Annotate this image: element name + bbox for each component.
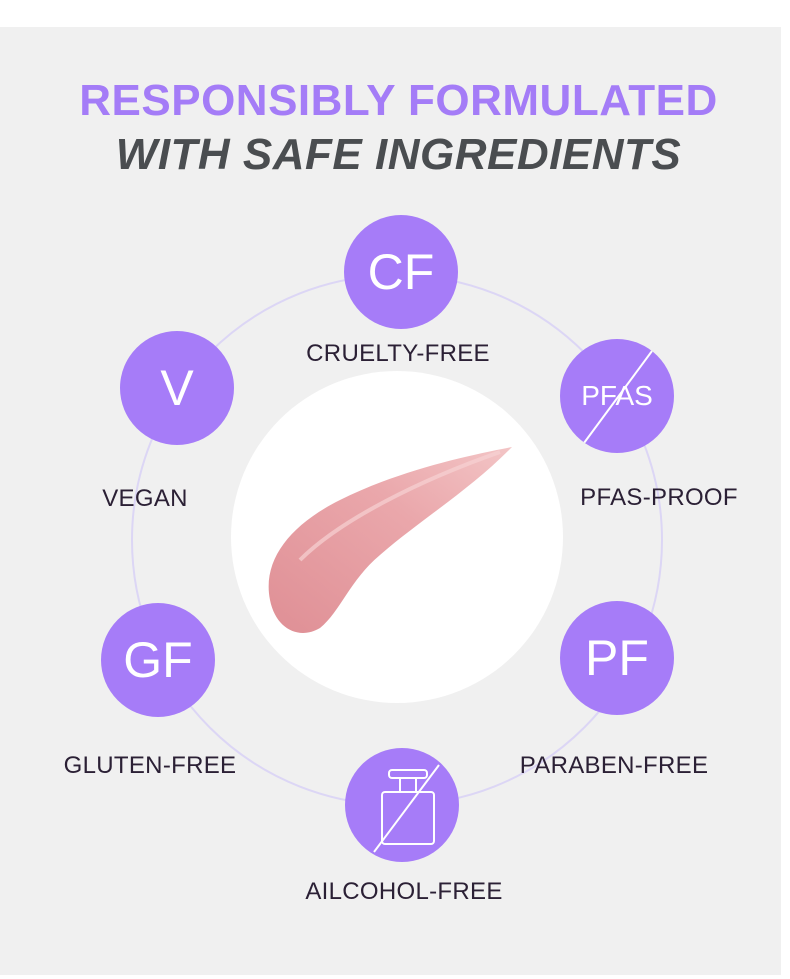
paraben-free-badge: PF bbox=[560, 601, 674, 715]
pfas-proof-label: PFAS-PROOF bbox=[580, 484, 738, 511]
cruelty-free-badge: CF bbox=[344, 215, 458, 329]
vegan-badge: V bbox=[120, 331, 234, 445]
heading-line-1: RESPONSIBLY FORMULATED bbox=[79, 76, 718, 125]
pfas-badge: PFAS bbox=[560, 339, 674, 453]
cruelty-free-label: CRUELTY-FREE bbox=[306, 340, 490, 367]
badge-text: PF bbox=[585, 630, 649, 686]
vegan-label: VEGAN bbox=[102, 485, 188, 512]
alcohol-free-label: AILCOHOL-FREE bbox=[305, 878, 503, 905]
strike-icon bbox=[583, 350, 653, 444]
gluten-free-label: GLUTEN-FREE bbox=[63, 752, 237, 779]
badge-text: PFAS bbox=[581, 380, 653, 411]
badge-text: GF bbox=[123, 632, 193, 688]
alcohol-free-badge bbox=[345, 748, 459, 862]
lip-gloss-swatch bbox=[268, 447, 512, 633]
heading-line-2: WITH SAFE INGREDIENTS bbox=[115, 130, 682, 179]
gluten-free-badge: GF bbox=[101, 603, 215, 717]
crossed-bottle-icon bbox=[373, 764, 440, 853]
paraben-free-label: PARABEN-FREE bbox=[519, 752, 709, 779]
badge-text: CF bbox=[367, 244, 435, 300]
badge-text: V bbox=[160, 360, 194, 416]
